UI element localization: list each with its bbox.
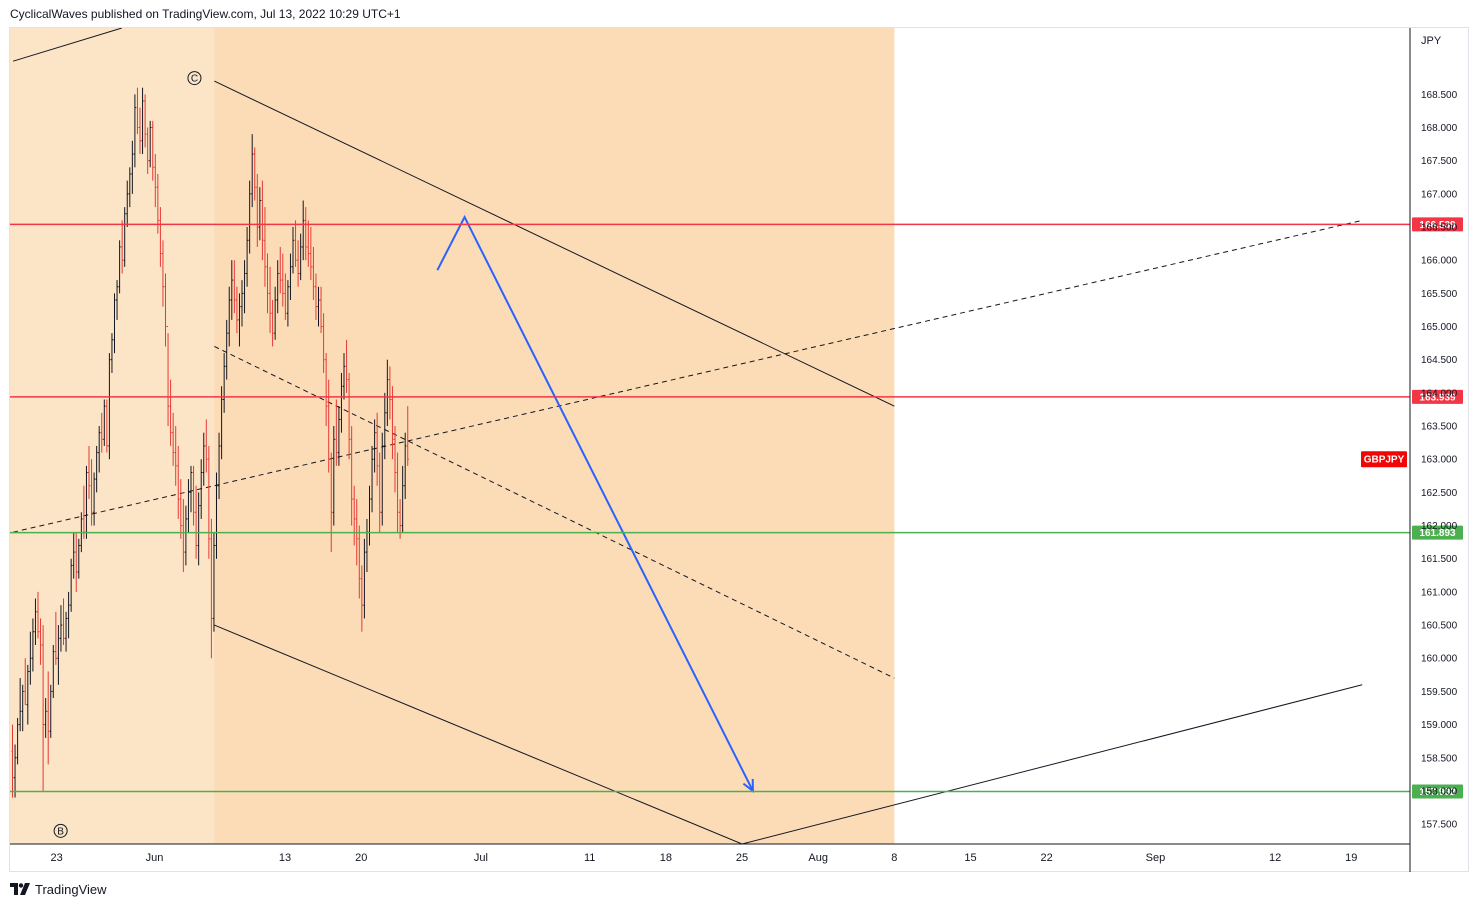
time-tick-label: 15 bbox=[964, 852, 976, 864]
price-tick-label: 157.500 bbox=[1421, 820, 1458, 831]
time-tick-label: 12 bbox=[1269, 852, 1281, 864]
price-tick-label: 161.500 bbox=[1421, 554, 1458, 565]
wave-label: C bbox=[191, 74, 198, 85]
tradingview-brand: TradingView bbox=[35, 882, 107, 897]
price-tick-label: 165.500 bbox=[1421, 289, 1458, 300]
time-tick-label: 8 bbox=[891, 852, 897, 864]
symbol-label: GBPJPY bbox=[1364, 455, 1405, 466]
time-tick-label: Jun bbox=[146, 852, 164, 864]
price-tick-label: 166.000 bbox=[1421, 256, 1458, 267]
price-tick-label: 160.500 bbox=[1421, 621, 1458, 632]
time-tick-label: 25 bbox=[736, 852, 748, 864]
price-tick-label: 165.000 bbox=[1421, 322, 1458, 333]
price-tick-label: 158.000 bbox=[1421, 786, 1458, 797]
time-tick-label: Aug bbox=[808, 852, 828, 864]
price-tick-label: 159.500 bbox=[1421, 687, 1458, 698]
currency-label: JPY bbox=[1421, 35, 1442, 47]
price-tick-label: 166.500 bbox=[1421, 223, 1458, 234]
price-tick-label: 163.500 bbox=[1421, 422, 1458, 433]
tradingview-logo-icon bbox=[10, 883, 30, 895]
price-tick-label: 158.500 bbox=[1421, 753, 1458, 764]
time-tick-label: 11 bbox=[584, 852, 595, 864]
tradingview-footer[interactable]: TradingView bbox=[10, 880, 107, 898]
price-tick-label: 167.500 bbox=[1421, 156, 1458, 167]
time-tick-label: Sep bbox=[1146, 852, 1166, 864]
time-tick-label: 13 bbox=[279, 852, 291, 864]
time-tick-label: Jul bbox=[474, 852, 488, 864]
price-tick-label: 160.000 bbox=[1421, 654, 1458, 665]
price-tick-label: 168.500 bbox=[1421, 90, 1458, 101]
channel-zone bbox=[214, 28, 894, 844]
price-tick-label: 164.500 bbox=[1421, 355, 1458, 366]
price-tick-label: 159.000 bbox=[1421, 720, 1458, 731]
time-tick-label: 19 bbox=[1345, 852, 1357, 864]
price-tick-label: 167.000 bbox=[1421, 189, 1458, 200]
price-tick-label: 164.000 bbox=[1421, 388, 1458, 399]
chart-background bbox=[10, 28, 1410, 844]
price-tick-label: 161.000 bbox=[1421, 587, 1458, 598]
time-tick-label: 18 bbox=[660, 852, 672, 864]
price-tick-label: 162.500 bbox=[1421, 488, 1458, 499]
price-tick-label: 168.000 bbox=[1421, 123, 1458, 134]
price-tick-label: 163.000 bbox=[1421, 455, 1458, 466]
time-tick-label: 22 bbox=[1041, 852, 1053, 864]
time-tick-label: 20 bbox=[355, 852, 367, 864]
price-axis[interactable]: 168.500 168.000 167.500 167.000 166.500 166.0… bbox=[1410, 28, 1458, 872]
wave-label: B bbox=[57, 826, 64, 837]
price-tick-label: 162.000 bbox=[1421, 521, 1458, 532]
time-axis[interactable]: 23 Jun 13 20 Jul 11 18 25 Aug 8 15 22 Sep 12 19 bbox=[10, 844, 1410, 864]
time-tick-label: 23 bbox=[50, 852, 62, 864]
